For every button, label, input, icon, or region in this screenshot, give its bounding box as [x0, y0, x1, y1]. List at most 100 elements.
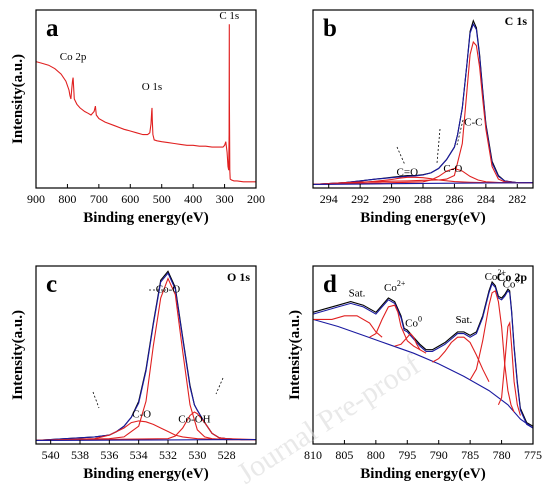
panel-c-series-4	[35, 411, 257, 441]
annotation-text: C-C	[464, 117, 482, 129]
panel-d-xtick-label: 800	[367, 448, 385, 462]
panel-c-annotation: Co-OH	[178, 414, 210, 426]
annotation-superscript: 2+	[397, 279, 406, 288]
panel-c-series-5	[35, 439, 257, 441]
panel-d-series-8	[497, 321, 521, 416]
panel-a-letter: a	[46, 15, 59, 42]
panel-c: 540 538 536 534 532 530 528 Binding energy(eV) I…	[10, 265, 257, 482]
panel-d-series-2	[312, 318, 534, 429]
panel-d-xtick-label: 790	[430, 448, 448, 462]
panel-d-frame	[312, 265, 534, 445]
panel-b-xtick-label: 282	[508, 192, 526, 206]
panel-a: 900 800 700 600 500 400 300 200 Binding energy(e…	[10, 9, 265, 226]
panel-d-series-6	[432, 336, 490, 382]
annotation-text: Sat.	[349, 287, 366, 299]
panel-c-pointer-line	[92, 391, 100, 409]
annotation-text: C 1s	[219, 10, 239, 22]
panel-d-letter: d	[323, 271, 337, 298]
panel-d-xtick-label: 775	[524, 448, 542, 462]
panel-c-annotation: C-O	[132, 408, 151, 420]
panel-b-xtick-label: 286	[445, 192, 463, 206]
annotation-text: C-O	[132, 408, 151, 420]
panel-b-xtick-label: 288	[414, 192, 432, 206]
panel-c-series-2	[35, 277, 256, 441]
panel-c-xtick-label: 530	[188, 448, 206, 462]
panel-b-series-2	[312, 40, 533, 185]
panel-a-xtick-label: 800	[58, 192, 76, 206]
panel-d: 810 805 800 795 790 785 780 775 Binding energy(e…	[287, 265, 542, 482]
panel-d-series-5	[394, 332, 427, 354]
panel-d-xtick-label: 795	[398, 448, 416, 462]
panel-d-annotation: Sat.	[455, 314, 472, 326]
panel-b-pointer-line	[396, 146, 406, 166]
panel-a-ylabel: Intensity(a.u.)	[10, 54, 26, 144]
annotation-superscript: 0	[515, 275, 519, 284]
panel-a-frame	[35, 9, 257, 189]
panel-a-xtick-label: 400	[184, 192, 202, 206]
panel-b-annotation: C=O	[397, 167, 419, 179]
panel-a-xtick-label: 200	[247, 192, 265, 206]
panel-c-series-3	[35, 420, 256, 441]
panel-d-annotation: Sat.	[349, 287, 366, 299]
panel-d-series-7	[469, 290, 515, 413]
panel-d-ylabel: Intensity(a.u.)	[287, 310, 303, 400]
panel-c-xtick-label: 528	[218, 448, 236, 462]
annotation-text: Co-O	[156, 284, 181, 296]
annotation-superscript: 0	[418, 315, 422, 324]
annotation-text: Co	[405, 318, 418, 330]
panel-b-series-5	[312, 182, 534, 185]
panel-d-xlabel: Binding energy(eV)	[360, 466, 485, 482]
panel-a-xtick-label: 300	[216, 192, 234, 206]
annotation-text: C=O	[397, 167, 419, 179]
panel-a-xlabel: Binding energy(eV)	[83, 210, 208, 226]
panel-a-xtick-label: 700	[90, 192, 108, 206]
panel-c-xtick-label: 532	[159, 448, 177, 462]
panel-c-title: O 1s	[227, 270, 250, 284]
panel-d-annotation: Co0	[405, 315, 422, 330]
panel-d-annotation: Co2+	[485, 268, 507, 283]
annotation-text: Sat.	[455, 314, 472, 326]
panel-a-xtick-label: 900	[27, 192, 45, 206]
panel-c-xlabel: Binding energy(eV)	[83, 466, 208, 482]
annotation-text: Co	[384, 282, 397, 294]
panel-d-series-1	[312, 282, 534, 429]
annotation-text: Co 2p	[60, 51, 87, 63]
panel-a-annotation: C 1s	[219, 10, 239, 22]
panel-a-xtick-label: 500	[153, 192, 171, 206]
panel-b-xlabel: Binding energy(eV)	[360, 210, 485, 226]
panel-b-title: C 1s	[505, 14, 528, 28]
panel-c-xtick-label: 536	[100, 448, 118, 462]
panel-d-xtick-label: 780	[493, 448, 511, 462]
panel-d-series-3	[313, 315, 383, 338]
panel-a-annotation: Co 2p	[60, 51, 87, 63]
panel-d-annotation: Co2+	[384, 279, 406, 294]
panel-b-frame	[312, 9, 534, 189]
panel-d-annotation: Co0	[503, 275, 520, 290]
panel-d-title: Co 2p	[497, 270, 528, 284]
panel-a-xtick-label: 600	[121, 192, 139, 206]
panel-b-pointer-line	[456, 119, 464, 146]
panel-b-xtick-label: 292	[351, 192, 369, 206]
panel-d-series-4	[369, 304, 421, 351]
annotation-text: C-O	[443, 163, 462, 175]
annotation-text: Co	[503, 278, 516, 290]
panel-d-xtick-label: 805	[335, 448, 353, 462]
annotation-text: Co-OH	[178, 414, 210, 426]
panel-b-xtick-label: 294	[320, 192, 338, 206]
panel-b-pointer-line	[436, 128, 441, 164]
panel-c-annotation: Co-O	[156, 284, 181, 296]
panel-c-letter: c	[46, 271, 57, 298]
panel-d-xtick-label: 785	[461, 448, 479, 462]
panel-b-xtick-label: 290	[383, 192, 401, 206]
panel-c-xtick-label: 538	[71, 448, 89, 462]
panel-b-xtick-label: 284	[477, 192, 495, 206]
panel-b-annotation: C-O	[443, 163, 462, 175]
panel-c-frame	[35, 265, 257, 445]
panel-b: 294 292 290 288 286 284 282 Binding energy(eV) b…	[312, 9, 534, 226]
panel-c-xtick-label: 534	[130, 448, 148, 462]
annotation-superscript: 2+	[497, 268, 506, 277]
panel-b-series-1	[312, 22, 533, 185]
panel-b-series-0	[312, 19, 533, 185]
panel-c-ylabel: Intensity(a.u.)	[10, 310, 26, 400]
